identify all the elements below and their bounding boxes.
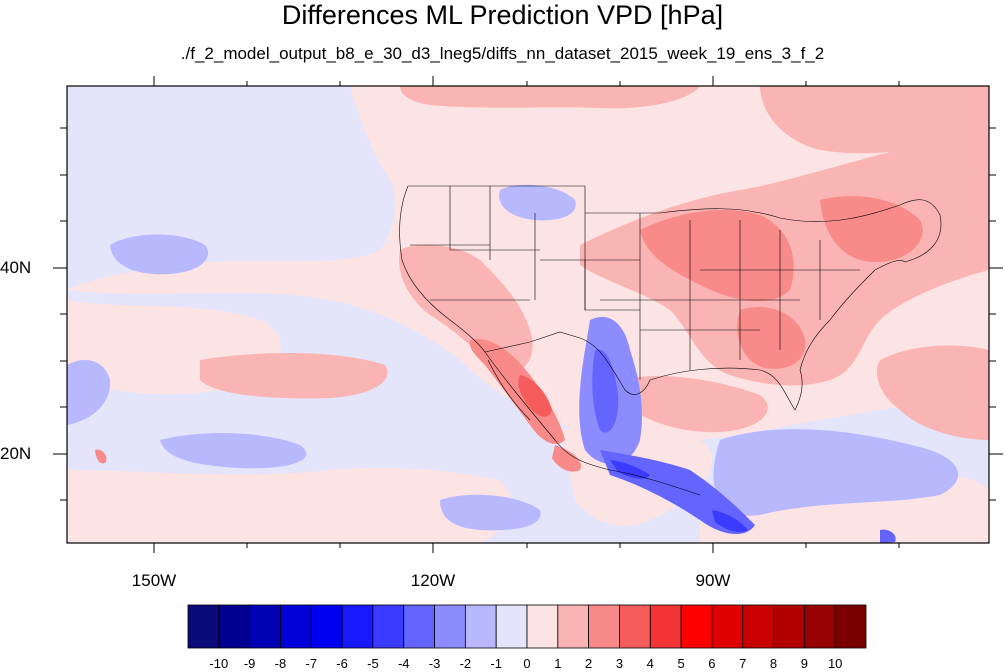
colorbar-label: -2 <box>459 656 472 671</box>
field-region-neg-mexico-core <box>592 349 619 433</box>
state-lines-b <box>410 240 860 331</box>
field-region-neg-small <box>880 529 896 543</box>
colorbar-swatch <box>187 604 220 649</box>
us-west-coast <box>399 185 486 353</box>
baja <box>487 359 531 421</box>
field-region-neg-e <box>499 184 576 221</box>
field-region-neg-c <box>160 433 307 469</box>
colorbar-swatch <box>742 604 774 649</box>
field-region-pos-north <box>400 86 700 109</box>
field-region-neg-d <box>440 494 541 531</box>
field-region-core-mexico-west <box>469 339 565 445</box>
colorbar-label: 3 <box>615 656 624 671</box>
colorbar-swatch <box>526 604 559 649</box>
colorbar-label: -1 <box>490 656 502 671</box>
lon-label-150w: 150W <box>131 571 177 590</box>
colorbar-label: 9 <box>800 656 808 671</box>
colorbar-label: 0 <box>523 656 531 671</box>
mexico-outline <box>484 351 701 496</box>
colorbar-label: -7 <box>305 656 318 671</box>
state-lines-a <box>449 186 800 380</box>
colorbar-label: 8 <box>769 656 778 671</box>
colorbar-label: 4 <box>646 656 654 671</box>
colorbar-swatch <box>557 604 590 649</box>
field-region-pos-gulf-band <box>620 375 768 433</box>
colorbar-swatch <box>619 604 651 649</box>
colorbar-swatch <box>773 604 805 649</box>
colorbar-label: 2 <box>585 656 593 671</box>
colorbar-swatch <box>803 604 836 649</box>
lat-ticks <box>53 127 1003 501</box>
field-region-core-east <box>640 210 794 302</box>
lat-label-40n: 40N <box>0 258 32 277</box>
colorbar-label: -10 <box>209 656 229 671</box>
field-region-pos-labrador <box>760 86 989 154</box>
lon-label-90w: 90W <box>695 571 731 590</box>
field-region-neg-caribbean <box>713 429 959 516</box>
colorbar-label: 6 <box>708 656 716 671</box>
colorbar-label: -9 <box>243 656 256 671</box>
colorbar-label: 1 <box>554 656 562 671</box>
field-region-core-mexico-deep <box>518 375 552 417</box>
field-region-core-mexico-south <box>552 445 581 472</box>
colorbar-swatch <box>711 604 744 649</box>
field-region-neg-a <box>110 234 209 275</box>
colorbar-swatch <box>464 604 497 649</box>
colorbar-swatch <box>341 604 374 649</box>
map-subtitle: ./f_2_model_output_b8_e_30_d3_lneg5/diff… <box>180 44 825 63</box>
field-region-neg-central-core <box>610 460 650 479</box>
colorbar-swatch <box>649 604 682 649</box>
field-region-core-southeast <box>737 306 806 369</box>
field-region-hawaii <box>95 449 107 464</box>
colorbar-swatch <box>680 604 713 649</box>
colorbar-swatch <box>280 604 312 649</box>
field-region-pos-southwest <box>399 244 533 373</box>
map-title: Differences ML Prediction VPD [hPa] <box>281 0 724 30</box>
gulf-coast <box>649 260 906 411</box>
political-boundaries <box>399 185 942 496</box>
colorbar-label: -3 <box>428 656 441 671</box>
lon-ticks <box>153 76 900 553</box>
colorbar-swatch <box>310 604 343 649</box>
colorbar-swatch <box>834 604 867 649</box>
us-canada-border <box>408 185 942 263</box>
field-region-core-northeast <box>820 196 923 263</box>
field-region-neg-b <box>67 360 111 425</box>
field-region-tropical-positive <box>67 468 511 543</box>
us-mexico-border <box>484 331 651 395</box>
colorbar-label: 5 <box>677 656 685 671</box>
field-region-pos-pacific-band <box>200 353 388 399</box>
colorbar-label: -6 <box>336 656 348 671</box>
colorbar-swatch <box>372 604 405 649</box>
field-region-pos-atlantic <box>876 345 989 440</box>
colorbar-swatch <box>495 604 528 649</box>
colorbar-label: -8 <box>274 656 287 671</box>
colorbar-swatch <box>249 604 281 649</box>
colorbar-label: 10 <box>827 656 843 671</box>
field-region-neg-honduras <box>712 510 748 533</box>
colorbar-label: -5 <box>367 656 379 671</box>
colorbar-swatch <box>434 604 466 649</box>
colorbar-label: 7 <box>739 656 747 671</box>
colorbar-swatch <box>218 604 251 649</box>
map-field <box>67 86 989 543</box>
colorbar-swatch <box>588 604 620 649</box>
colorbar-swatch <box>403 604 435 649</box>
lat-label-20n: 20N <box>0 444 32 463</box>
colorbar-label: -4 <box>397 656 410 671</box>
lon-label-120w: 120W <box>410 571 456 590</box>
